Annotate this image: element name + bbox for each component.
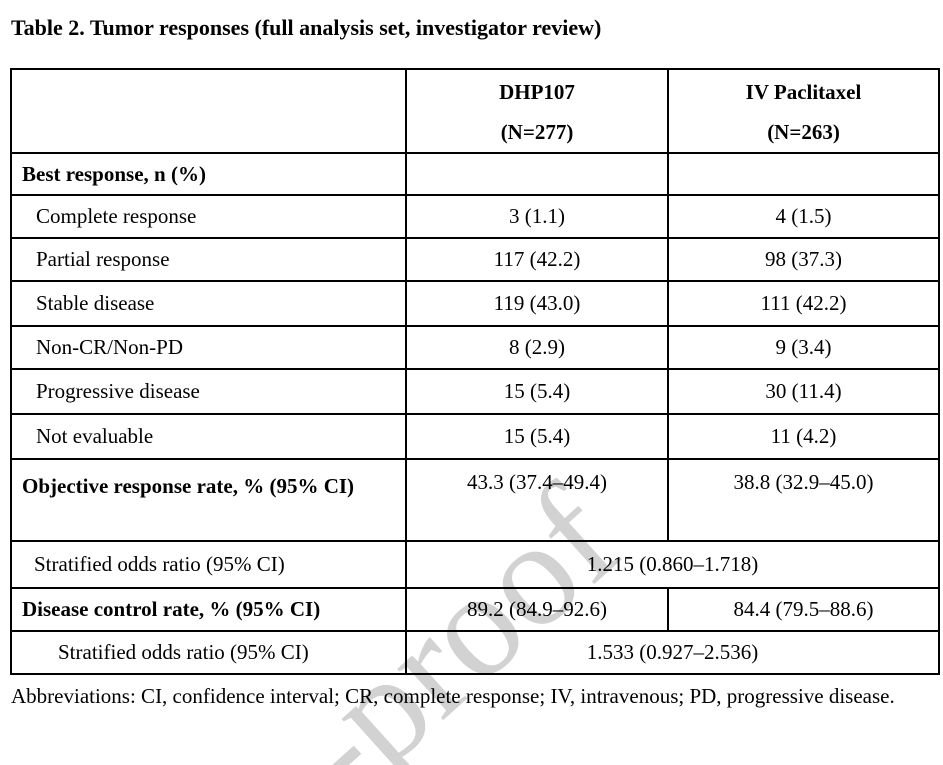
header-row: DHP107 (N=277) IV Paclitaxel (N=263)	[10, 68, 940, 154]
row-label: Best response, n (%)	[10, 152, 407, 196]
cell-paclitaxel	[667, 152, 940, 196]
table-row-stable-disease: Stable disease 119 (43.0) 111 (42.2)	[10, 280, 940, 327]
cell-paclitaxel: 9 (3.4)	[667, 325, 940, 370]
table-row-objective-response-rate: Objective response rate, % (95% CI) 43.3…	[10, 458, 940, 542]
table-row-best-response: Best response, n (%)	[10, 152, 940, 196]
row-label: Disease control rate, % (95% CI)	[10, 587, 407, 632]
cell-dhp107: 89.2 (84.9–92.6)	[405, 587, 669, 632]
cell-dhp107: 15 (5.4)	[405, 368, 669, 415]
header-paclitaxel-n: (N=263)	[767, 120, 840, 144]
cell-paclitaxel: 30 (11.4)	[667, 368, 940, 415]
row-label: Stratified odds ratio (95% CI)	[10, 630, 407, 675]
cell-dhp107: 119 (43.0)	[405, 280, 669, 327]
table-row-non-cr-non-pd: Non-CR/Non-PD 8 (2.9) 9 (3.4)	[10, 325, 940, 370]
row-label: Non-CR/Non-PD	[10, 325, 407, 370]
table-row-stratified-odds-ratio-dcr: Stratified odds ratio (95% CI) 1.533 (0.…	[10, 630, 940, 675]
header-paclitaxel: IV Paclitaxel (N=263)	[667, 68, 940, 154]
row-label: Stratified odds ratio (95% CI)	[10, 540, 407, 589]
table-row-progressive-disease: Progressive disease 15 (5.4) 30 (11.4)	[10, 368, 940, 415]
cell-paclitaxel: 4 (1.5)	[667, 194, 940, 239]
cell-paclitaxel: 98 (37.3)	[667, 237, 940, 282]
row-label: Objective response rate, % (95% CI)	[10, 458, 407, 542]
cell-paclitaxel: 38.8 (32.9–45.0)	[667, 458, 940, 542]
table-row-partial-response: Partial response 117 (42.2) 98 (37.3)	[10, 237, 940, 282]
cell-merged-odds-ratio: 1.215 (0.860–1.718)	[405, 540, 940, 589]
tumor-responses-table: DHP107 (N=277) IV Paclitaxel (N=263) Bes…	[10, 68, 940, 675]
abbreviations-footnote: Abbreviations: CI, confidence interval; …	[11, 684, 895, 708]
cell-dhp107	[405, 152, 669, 196]
cell-paclitaxel: 84.4 (79.5–88.6)	[667, 587, 940, 632]
table-row-stratified-odds-ratio-orr: Stratified odds ratio (95% CI) 1.215 (0.…	[10, 540, 940, 589]
cell-paclitaxel: 11 (4.2)	[667, 413, 940, 460]
header-empty-cell	[10, 68, 407, 154]
content: Table 2. Tumor responses (full analysis …	[10, 15, 940, 708]
table-row-disease-control-rate: Disease control rate, % (95% CI) 89.2 (8…	[10, 587, 940, 632]
header-dhp107: DHP107 (N=277)	[405, 68, 669, 154]
cell-dhp107: 15 (5.4)	[405, 413, 669, 460]
table-row-not-evaluable: Not evaluable 15 (5.4) 11 (4.2)	[10, 413, 940, 460]
cell-dhp107: 43.3 (37.4–49.4)	[405, 458, 669, 542]
cell-dhp107: 8 (2.9)	[405, 325, 669, 370]
cell-paclitaxel: 111 (42.2)	[667, 280, 940, 327]
row-label: Not evaluable	[10, 413, 407, 460]
cell-dhp107: 117 (42.2)	[405, 237, 669, 282]
header-dhp107-n: (N=277)	[500, 120, 574, 144]
header-paclitaxel-name: IV Paclitaxel	[745, 80, 862, 104]
row-label: Progressive disease	[10, 368, 407, 415]
row-label: Complete response	[10, 194, 407, 239]
table-title: Table 2. Tumor responses (full analysis …	[11, 15, 602, 40]
header-dhp107-name: DHP107	[499, 80, 575, 104]
cell-dhp107: 3 (1.1)	[405, 194, 669, 239]
row-label: Stable disease	[10, 280, 407, 327]
row-label: Partial response	[10, 237, 407, 282]
cell-merged-odds-ratio: 1.533 (0.927–2.536)	[405, 630, 940, 675]
table-row-complete-response: Complete response 3 (1.1) 4 (1.5)	[10, 194, 940, 239]
